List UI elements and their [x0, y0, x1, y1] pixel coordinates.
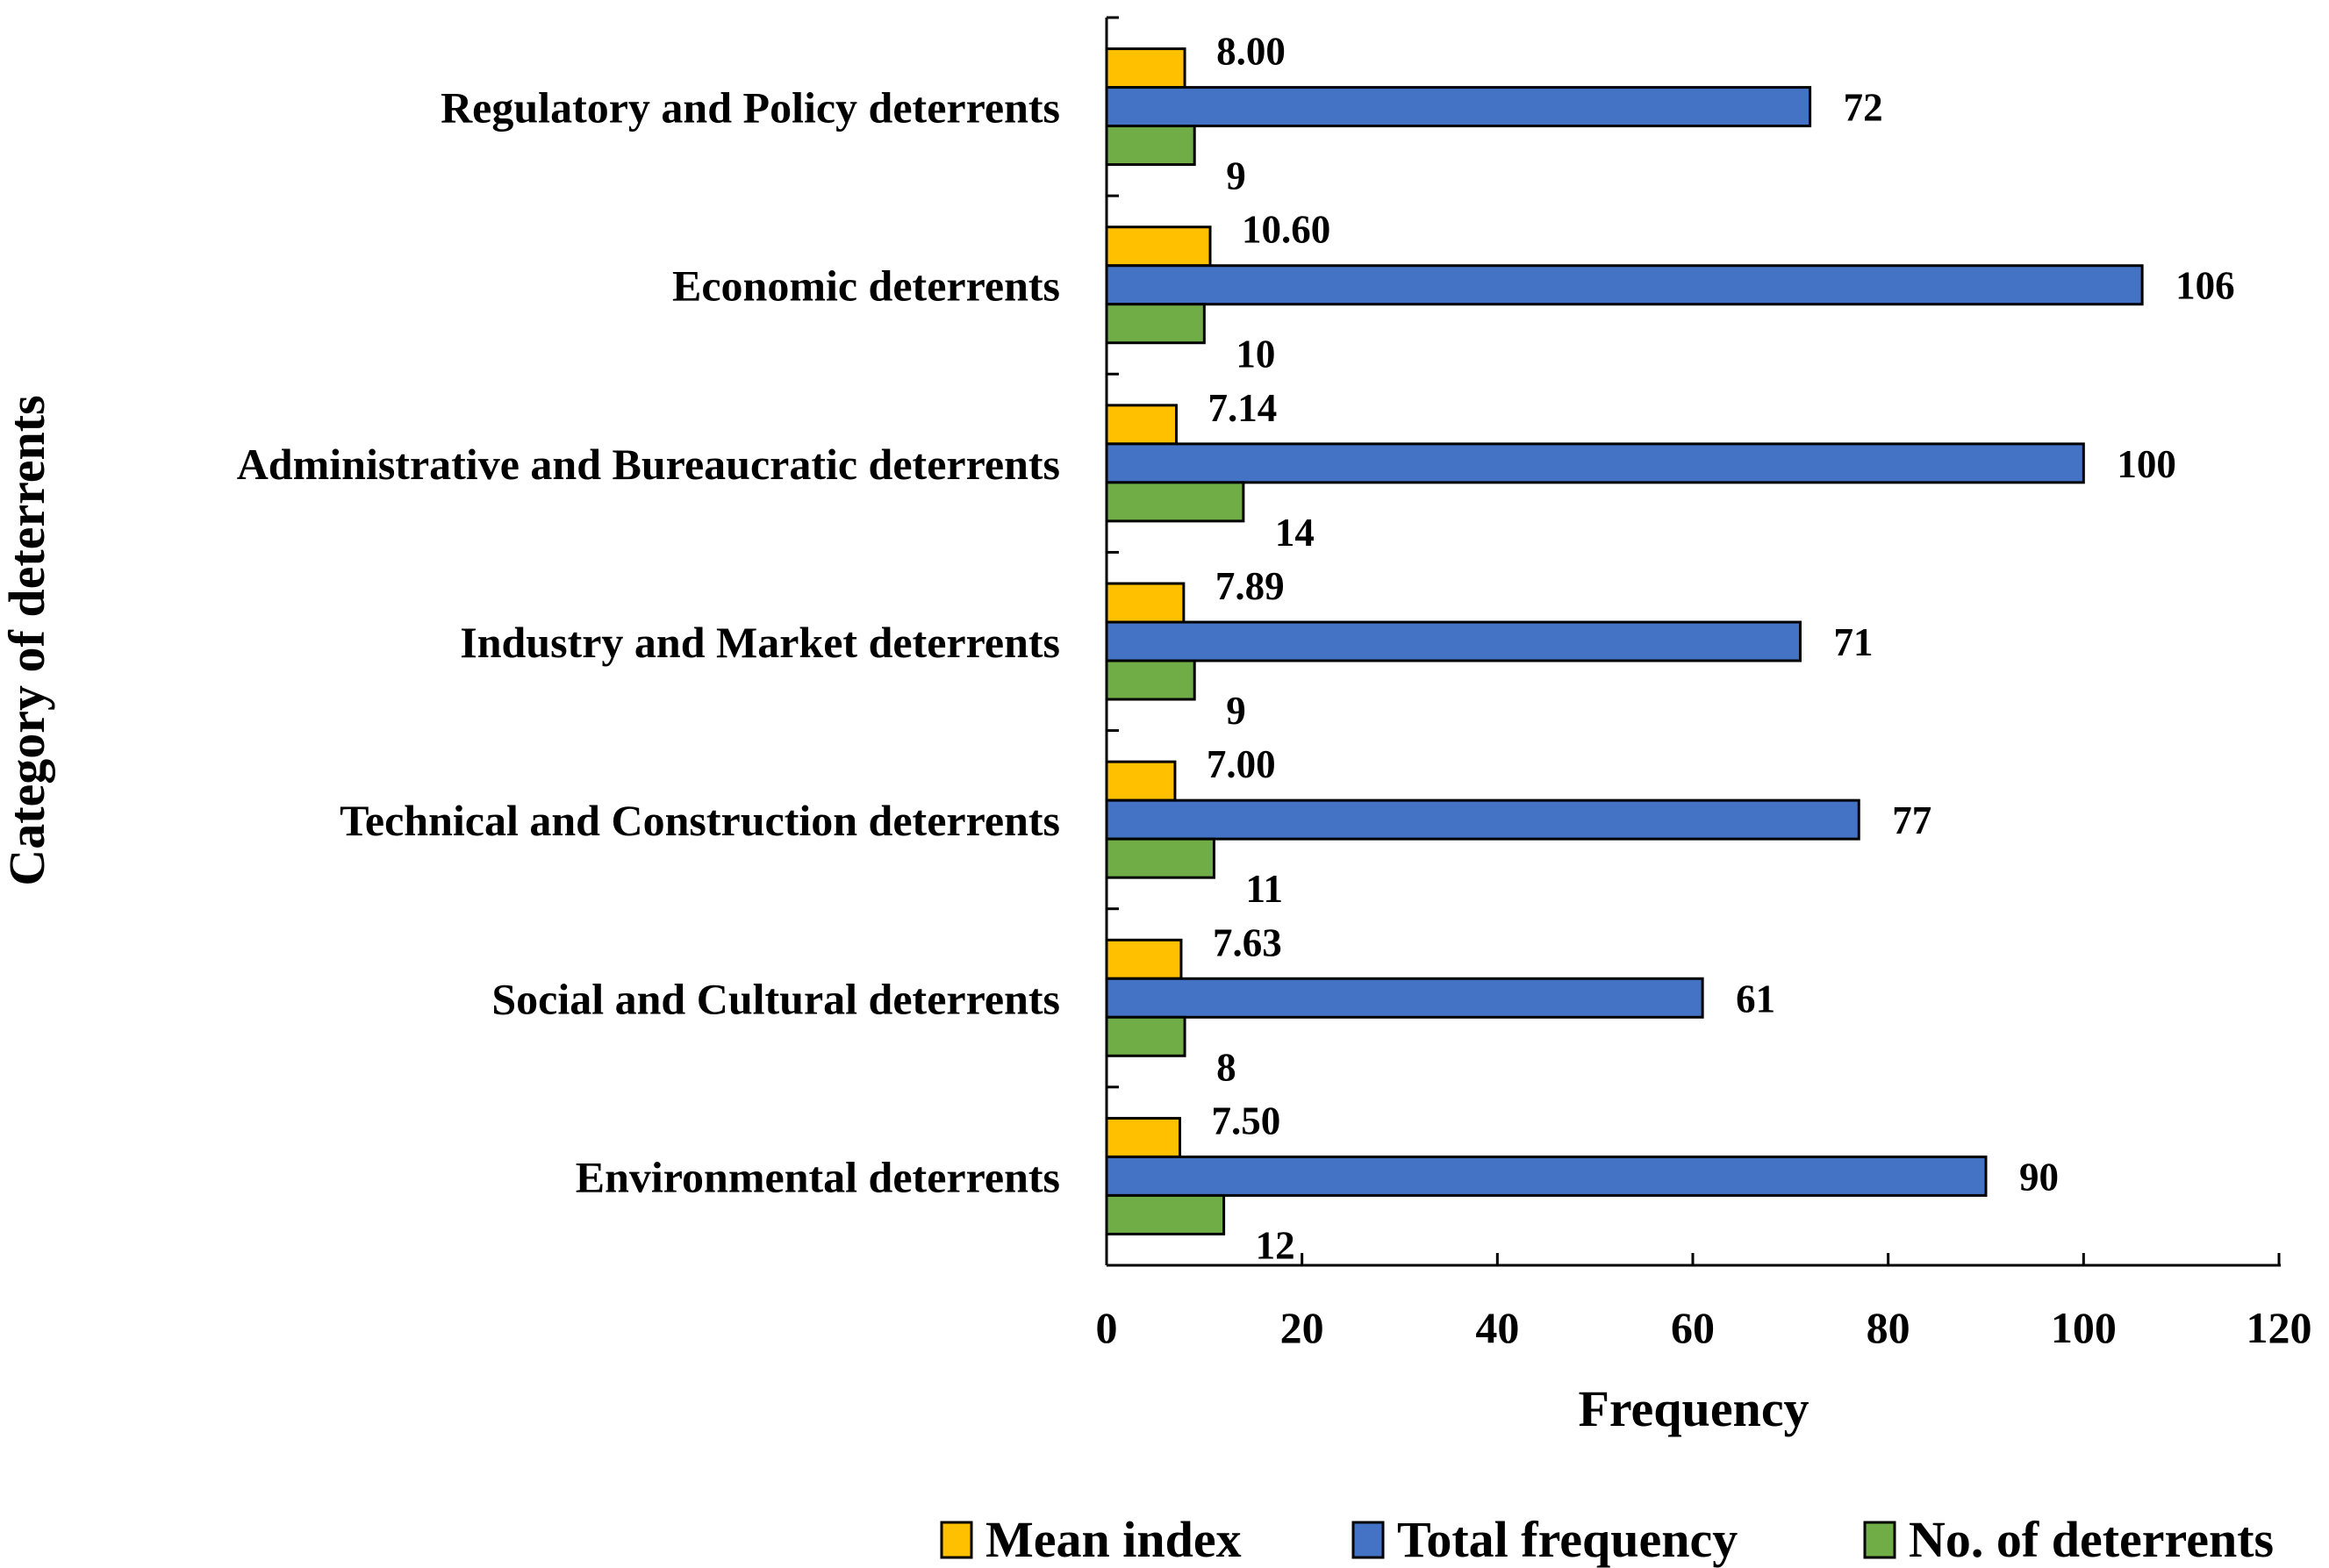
bar-total-frequency — [1105, 264, 2144, 306]
bar-total-frequency — [1105, 86, 1812, 128]
data-label: 7.63 — [1213, 920, 1282, 964]
data-label: 9 — [1226, 154, 1246, 198]
category-label: Economic deterrents — [672, 261, 1060, 311]
x-tick-label: 0 — [1096, 1303, 1118, 1352]
bar-mean-index — [1105, 404, 1178, 446]
tick-labels-layer: 0 20 40 60 80 100 120 — [1096, 1303, 2312, 1352]
data-label: 11 — [1245, 867, 1283, 911]
data-label: 8.00 — [1216, 30, 1286, 74]
bar-no-of-deterrents — [1105, 1193, 1226, 1235]
legend: Mean index Total frequency No. of deterren… — [940, 1511, 2274, 1568]
data-label: 7.89 — [1215, 564, 1285, 608]
data-label: 10.60 — [1242, 208, 1330, 252]
data-label: 100 — [2117, 442, 2176, 486]
x-tick-label: 80 — [1867, 1303, 1910, 1352]
x-tick-label: 100 — [2051, 1303, 2117, 1352]
category-label: Social and Cultural deterrents — [491, 974, 1060, 1023]
category-label: Industry and Market deterrents — [460, 618, 1060, 667]
data-label: 7.50 — [1212, 1099, 1281, 1142]
category-label: Technical and Construction deterrents — [340, 796, 1060, 845]
axes-layer — [1105, 16, 2281, 1267]
legend-swatch — [1863, 1521, 1896, 1559]
bar-mean-index — [1105, 582, 1186, 624]
bar-no-of-deterrents — [1105, 303, 1206, 345]
legend-swatch — [1351, 1521, 1385, 1559]
legend-label: No. of deterrents — [1909, 1511, 2274, 1568]
bar-total-frequency — [1105, 977, 1704, 1019]
data-label: 10 — [1236, 333, 1275, 376]
bar-no-of-deterrents — [1105, 1015, 1186, 1057]
bar-mean-index — [1105, 1116, 1181, 1158]
bar-total-frequency — [1105, 1155, 1988, 1197]
y-axis-title: Category of deterrents — [0, 395, 55, 885]
data-label: 61 — [1736, 977, 1775, 1020]
category-label: Environmental deterrents — [576, 1152, 1060, 1201]
data-label: 7.14 — [1207, 386, 1277, 430]
data-label: 9 — [1226, 689, 1246, 733]
legend-swatch — [940, 1521, 973, 1559]
bar-no-of-deterrents — [1105, 837, 1215, 879]
bar-total-frequency — [1105, 442, 2085, 484]
category-labels-layer: Regulatory and Policy deterrents Economic… — [237, 83, 1060, 1202]
data-label: 12 — [1256, 1223, 1295, 1267]
bar-total-frequency — [1105, 620, 1802, 662]
x-tick-label: 20 — [1280, 1303, 1324, 1352]
legend-label: Total frequency — [1397, 1511, 1738, 1568]
data-label: 14 — [1275, 511, 1315, 555]
data-label: 71 — [1833, 620, 1873, 664]
legend-label: Mean index — [985, 1511, 1242, 1568]
bar-no-of-deterrents — [1105, 659, 1196, 701]
data-label: 106 — [2175, 264, 2235, 308]
bar-total-frequency — [1105, 798, 1860, 841]
data-label: 8 — [1216, 1045, 1236, 1089]
bar-no-of-deterrents — [1105, 481, 1245, 523]
x-axis-title: Frequency — [1578, 1380, 1809, 1437]
bars-layer — [1105, 47, 2144, 1235]
x-tick-label: 120 — [2247, 1303, 2312, 1352]
bar-mean-index — [1105, 226, 1212, 268]
data-label: 77 — [1892, 798, 1931, 842]
x-tick-label: 40 — [1475, 1303, 1519, 1352]
data-labels-layer: 8.00 72 9 10.60 106 10 7.14 100 14 7.89 71 9 7.00 77 1… — [1207, 30, 2235, 1268]
category-label: Administrative and Bureaucratic deterren… — [237, 440, 1060, 489]
category-label: Regulatory and Policy deterrents — [441, 83, 1060, 132]
x-tick-label: 60 — [1671, 1303, 1715, 1352]
bar-no-of-deterrents — [1105, 125, 1196, 167]
bar-mean-index — [1105, 938, 1183, 980]
bar-mean-index — [1105, 47, 1186, 89]
data-label: 7.00 — [1207, 742, 1276, 786]
data-label: 90 — [2019, 1155, 2059, 1199]
bar-mean-index — [1105, 760, 1177, 802]
data-label: 72 — [1844, 86, 1883, 130]
